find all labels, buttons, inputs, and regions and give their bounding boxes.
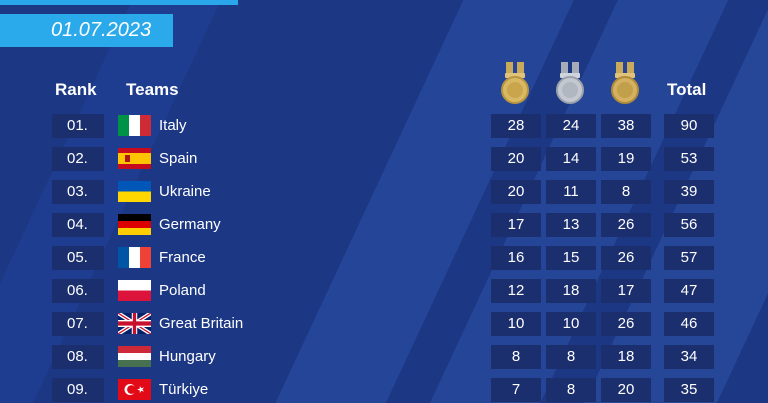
gold-count: 10	[491, 312, 541, 336]
table-row: 07. Great Britain 10 10 26 46	[0, 312, 768, 336]
total-count: 34	[664, 345, 714, 369]
gold-count: 16	[491, 246, 541, 270]
gold-count: 7	[491, 378, 541, 402]
rank-cell: 04.	[52, 213, 104, 237]
rank-cell: 09.	[52, 378, 104, 402]
silver-count: 13	[546, 213, 596, 237]
rank-cell: 06.	[52, 279, 104, 303]
bronze-count: 26	[601, 312, 651, 336]
top-accent-strip	[0, 0, 238, 5]
total-count: 57	[664, 246, 714, 270]
gold-count: 8	[491, 345, 541, 369]
table-row: 02. Spain 20 14 19 53	[0, 147, 768, 171]
gold-count: 20	[491, 180, 541, 204]
silver-count: 15	[546, 246, 596, 270]
total-count: 90	[664, 114, 714, 138]
bronze-count: 26	[601, 213, 651, 237]
ukraine-flag-icon	[118, 181, 151, 202]
table-row: 04. Germany 17 13 26 56	[0, 213, 768, 237]
total-count: 46	[664, 312, 714, 336]
total-count: 53	[664, 147, 714, 171]
team-name: Ukraine	[159, 183, 211, 200]
team-name: Hungary	[159, 348, 216, 365]
team-name: Great Britain	[159, 315, 244, 332]
silver-count: 8	[546, 378, 596, 402]
silver-count: 14	[546, 147, 596, 171]
bronze-count: 8	[601, 180, 651, 204]
silver-count: 24	[546, 114, 596, 138]
table-row: 05. France 16 15 26 57	[0, 246, 768, 270]
date-badge: 01.07.2023	[0, 14, 173, 47]
table-row: 01. Italy 28 24 38 90	[0, 114, 768, 138]
bronze-count: 19	[601, 147, 651, 171]
rank-cell: 05.	[52, 246, 104, 270]
great-britain-flag-icon	[118, 313, 151, 334]
team-name: France	[159, 249, 206, 266]
total-count: 47	[664, 279, 714, 303]
team-name: Türkiye	[159, 381, 209, 398]
table-row: 03. Ukraine 20 11 8 39	[0, 180, 768, 204]
table-row: 09. Türkiye 7 8 20 35	[0, 378, 768, 402]
gold-count: 20	[491, 147, 541, 171]
france-flag-icon	[118, 247, 151, 268]
team-name: Spain	[159, 150, 198, 167]
header-rank: Rank	[55, 80, 97, 99]
bronze-count: 18	[601, 345, 651, 369]
rank-cell: 08.	[52, 345, 104, 369]
rank-cell: 07.	[52, 312, 104, 336]
bronze-count: 17	[601, 279, 651, 303]
silver-count: 18	[546, 279, 596, 303]
total-count: 35	[664, 378, 714, 402]
bronze-count: 26	[601, 246, 651, 270]
header-teams: Teams	[126, 80, 179, 99]
table-row: 06. Poland 12 18 17 47	[0, 279, 768, 303]
poland-flag-icon	[118, 280, 151, 301]
table-row: 08. Hungary 8 8 18 34	[0, 345, 768, 369]
gold-medal-icon	[500, 62, 530, 104]
gold-count: 12	[491, 279, 541, 303]
silver-count: 11	[546, 180, 596, 204]
total-count: 39	[664, 180, 714, 204]
bronze-count: 20	[601, 378, 651, 402]
silver-count: 10	[546, 312, 596, 336]
turkiye-flag-icon	[118, 379, 151, 400]
germany-flag-icon	[118, 214, 151, 235]
rank-cell: 01.	[52, 114, 104, 138]
team-name: Poland	[159, 282, 206, 299]
hungary-flag-icon	[118, 346, 151, 367]
rank-cell: 03.	[52, 180, 104, 204]
team-name: Italy	[159, 117, 187, 134]
total-count: 56	[664, 213, 714, 237]
team-name: Germany	[159, 216, 221, 233]
italy-flag-icon	[118, 115, 151, 136]
spain-flag-icon	[118, 148, 151, 169]
gold-count: 28	[491, 114, 541, 138]
gold-count: 17	[491, 213, 541, 237]
bronze-count: 38	[601, 114, 651, 138]
bronze-medal-icon	[610, 62, 640, 104]
header-total: Total	[667, 80, 707, 99]
rank-cell: 02.	[52, 147, 104, 171]
silver-count: 8	[546, 345, 596, 369]
silver-medal-icon	[555, 62, 585, 104]
